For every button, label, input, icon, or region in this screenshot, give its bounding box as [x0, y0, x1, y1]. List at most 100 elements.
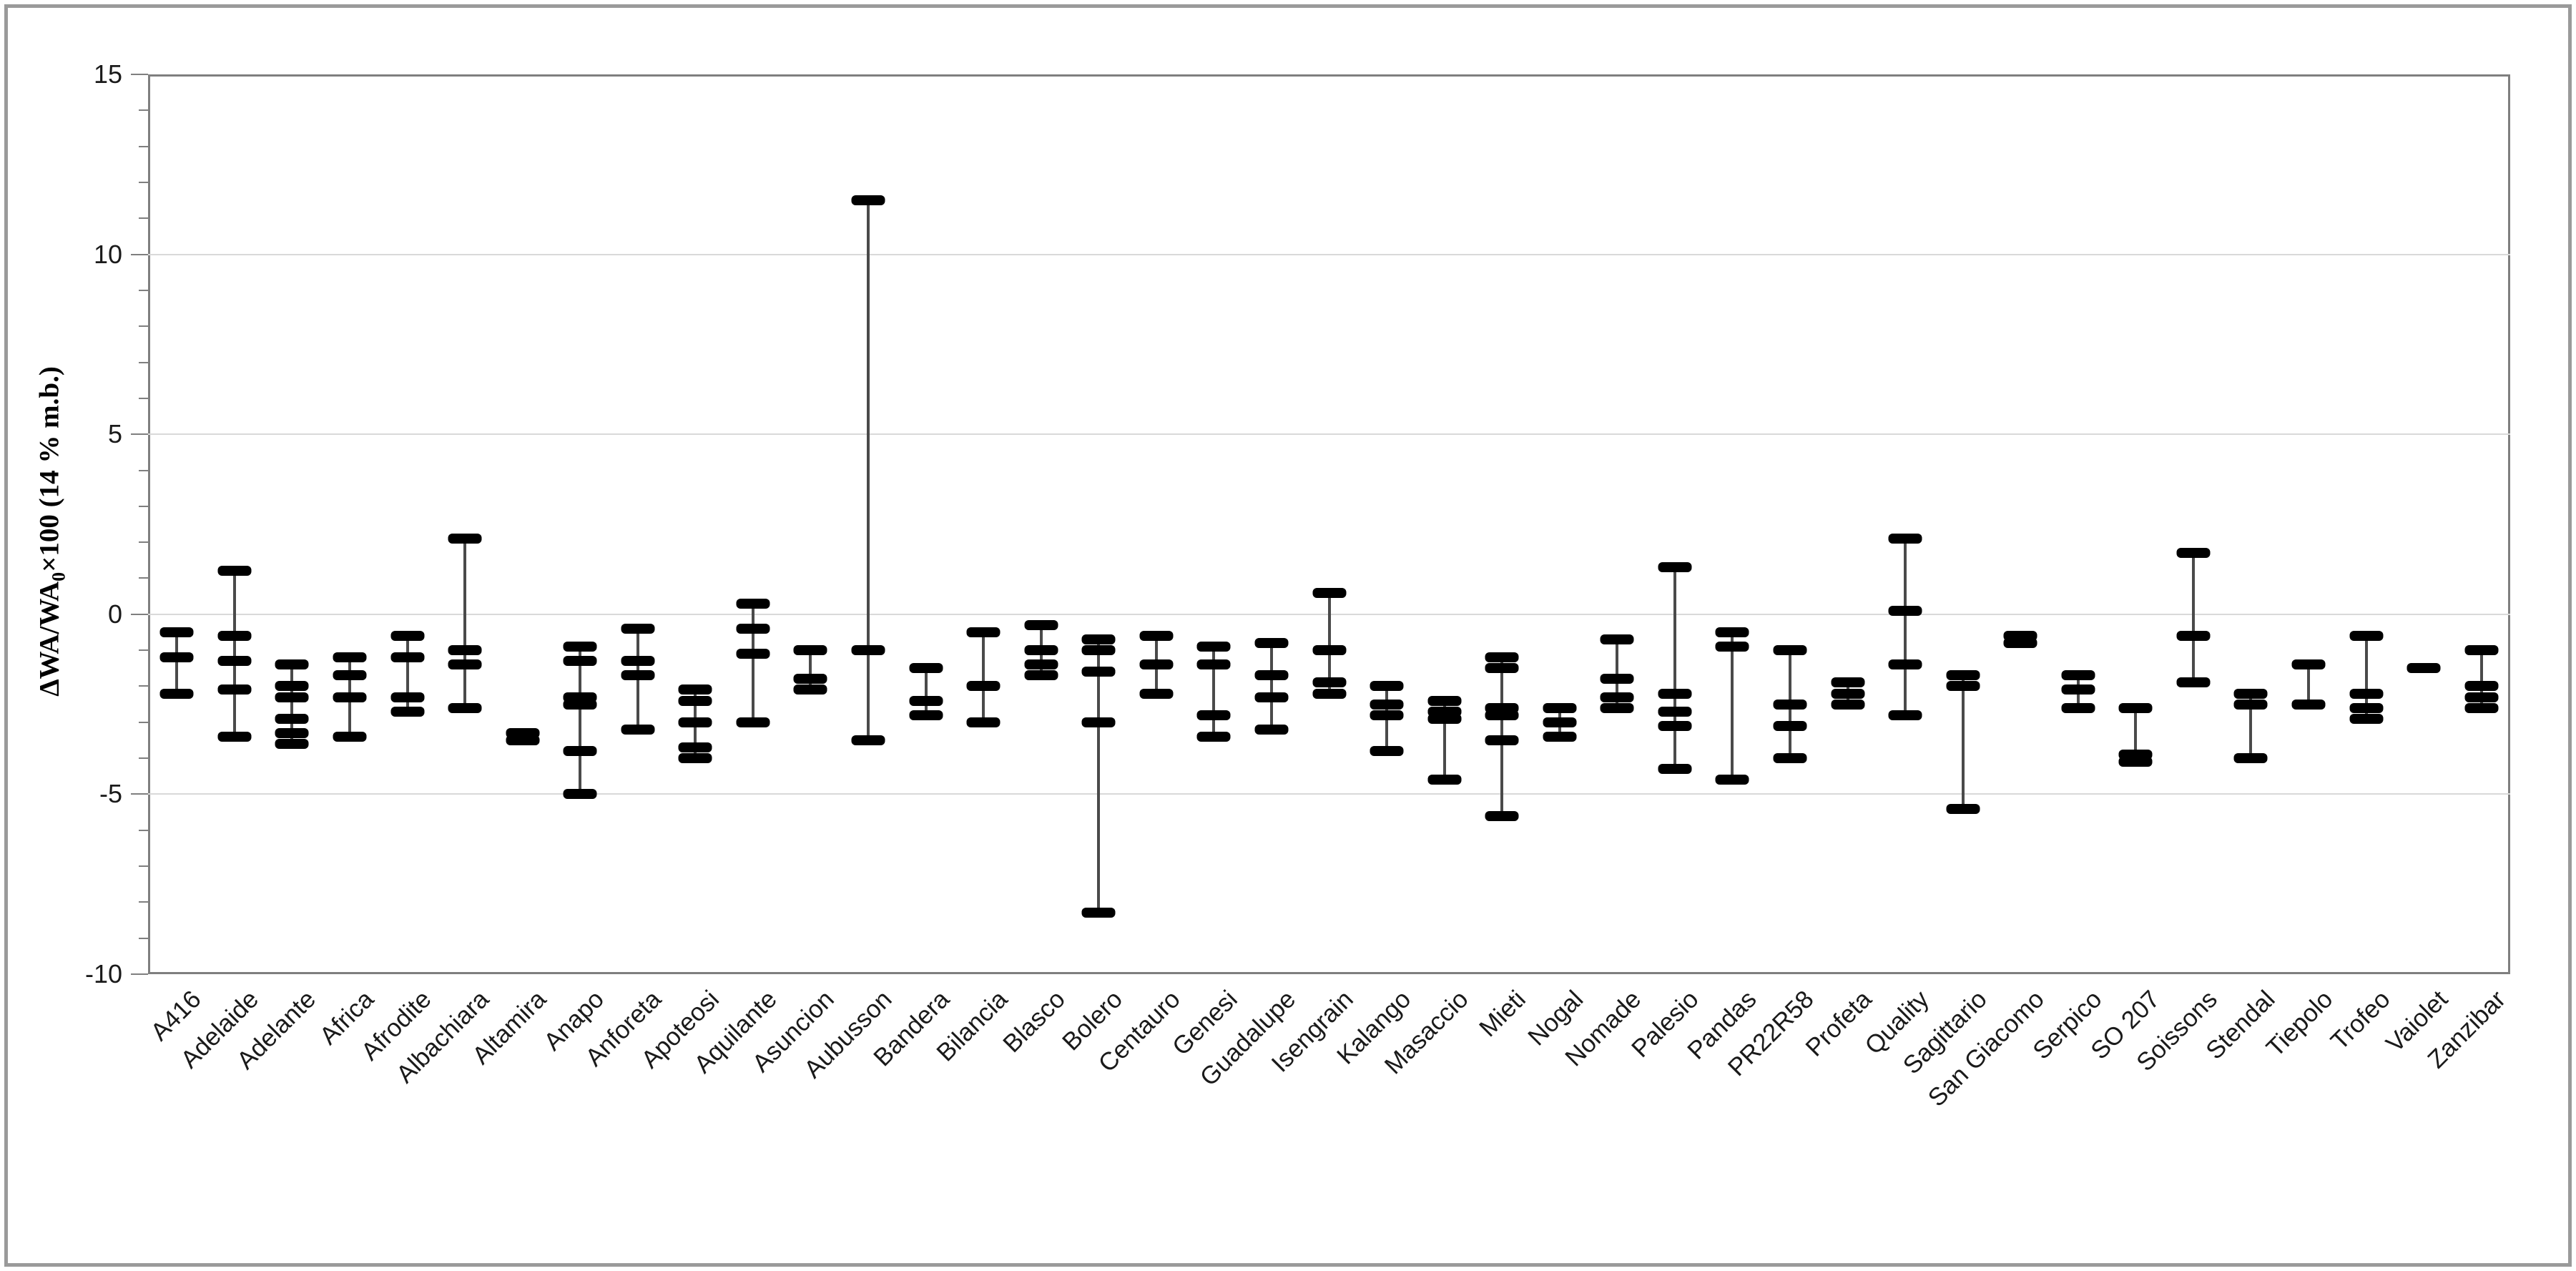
mark-Aubusson-1: [851, 645, 885, 656]
mark-Vaiolet-0: [2407, 663, 2441, 674]
mark-Aquilante-3: [736, 717, 770, 727]
mark-Isengrain-0: [1312, 587, 1346, 598]
mark-Aubusson-0: [851, 195, 885, 206]
mark-Nomade-1: [1600, 674, 1634, 684]
mark-Profeta-0: [1831, 677, 1865, 688]
y-minor-tick-1: [139, 577, 148, 579]
mark-Anapo-3: [563, 699, 597, 710]
mark-Asuncion-2: [793, 684, 827, 695]
mark-Bolero-0: [1081, 634, 1116, 645]
mark-Albachiara-2: [448, 659, 482, 670]
mark-Aquilante-0: [736, 598, 770, 609]
range-line-Trofeo: [2364, 635, 2368, 719]
mark-PR22R58-2: [1773, 720, 1807, 731]
mark-Blasco-2: [1024, 659, 1058, 670]
mark-Nogal-0: [1543, 702, 1577, 713]
mark-Africa-3: [333, 731, 367, 742]
mark-Pandas-1: [1715, 642, 1749, 652]
mark-Kalango-3: [1370, 746, 1404, 757]
mark-Bandera-1: [909, 695, 943, 706]
mark-Nogal-2: [1543, 731, 1577, 742]
mark-Bandera-2: [909, 710, 943, 720]
range-line-Albachiara: [463, 539, 467, 708]
mark-Isengrain-2: [1312, 677, 1346, 688]
mark-Soissons-2: [2176, 677, 2211, 688]
mark-Nomade-3: [1600, 702, 1634, 713]
mark-Kalango-1: [1370, 699, 1404, 710]
mark-Mieti-0: [1485, 652, 1519, 663]
mark-Nogal-1: [1543, 717, 1577, 727]
y-minor-tick--3: [139, 721, 148, 723]
mark-Quality-1: [1888, 605, 1922, 616]
gridline-y-10: [148, 253, 2510, 255]
range-line-Adelante: [290, 664, 294, 744]
y-major-tick-10: [131, 253, 148, 255]
range-line-Tiepolo: [2307, 664, 2311, 705]
range-line-Adelaide: [232, 571, 236, 737]
mark-Masaccio-3: [1427, 775, 1462, 785]
mark-SO 207-2: [2118, 757, 2153, 767]
mark-Trofeo-2: [2349, 702, 2384, 713]
mark-Adelante-3: [275, 713, 309, 724]
mark-Soissons-0: [2176, 548, 2211, 559]
y-minor-tick-11: [139, 217, 148, 220]
mark-Aquilante-1: [736, 623, 770, 634]
mark-Stendal-0: [2233, 688, 2268, 699]
range-line-Masaccio: [1442, 700, 1446, 780]
mark-Bilancia-1: [966, 681, 1001, 692]
y-major-tick--10: [131, 973, 148, 975]
mark-Adelaide-0: [217, 566, 252, 576]
mark-Albachiara-0: [448, 534, 482, 544]
range-line-Aquilante: [751, 603, 754, 722]
mark-Sagittario-0: [1946, 670, 1980, 681]
y-tick-label--10: -10: [84, 959, 122, 988]
mark-Masaccio-2: [1427, 713, 1462, 724]
mark-Africa-0: [333, 652, 367, 663]
y-minor-tick-13: [139, 145, 148, 147]
mark-Tiepolo-0: [2291, 659, 2326, 670]
mark-Isengrain-1: [1312, 645, 1346, 656]
y-minor-tick--1: [139, 649, 148, 652]
mark-Albachiara-3: [448, 702, 482, 713]
mark-Adelaide-3: [217, 684, 252, 695]
y-minor-tick-6: [139, 397, 148, 399]
mark-Guadalupe-1: [1254, 670, 1289, 681]
mark-Bilancia-0: [966, 627, 1001, 637]
y-major-tick-5: [131, 433, 148, 436]
mark-Kalango-2: [1370, 710, 1404, 720]
mark-Palesio-2: [1658, 706, 1692, 717]
range-line-Anapo: [579, 647, 582, 795]
y-major-tick-15: [131, 74, 148, 75]
mark-Centauro-1: [1139, 659, 1174, 670]
mark-San Giacomo-1: [2003, 638, 2037, 649]
range-line-Isengrain: [1327, 592, 1331, 694]
y-tick-label-15: 15: [93, 59, 122, 89]
y-minor-tick-8: [139, 325, 148, 328]
mark-Adelaide-4: [217, 731, 252, 742]
mark-Zanzibar-3: [2464, 702, 2499, 713]
mark-Guadalupe-2: [1254, 692, 1289, 702]
y-minor-tick-2: [139, 541, 148, 544]
mark-Trofeo-1: [2349, 688, 2384, 699]
y-minor-tick-4: [139, 469, 148, 471]
mark-Africa-1: [333, 670, 367, 681]
mark-Adelante-4: [275, 727, 309, 738]
mark-Anforeta-2: [621, 670, 655, 681]
y-axis-title: ΔWA/WA0×100 (14 % m.b.): [34, 366, 70, 697]
mark-Adelante-0: [275, 659, 309, 670]
y-minor-tick-14: [139, 109, 148, 112]
mark-Adelaide-2: [217, 656, 252, 667]
y-minor-tick--2: [139, 685, 148, 687]
y-tick-label-0: 0: [107, 599, 122, 629]
mark-Stendal-2: [2233, 753, 2268, 764]
range-line-Afrodite: [405, 635, 409, 712]
range-line-Sagittario: [1961, 675, 1965, 809]
range-line-Palesio: [1673, 567, 1676, 770]
y-axis-title-subscript: 0: [48, 571, 69, 581]
y-major-tick--5: [131, 793, 148, 795]
mark-Serpico-2: [2061, 702, 2095, 713]
mark-Quality-2: [1888, 659, 1922, 670]
y-minor-tick-3: [139, 505, 148, 507]
y-minor-tick--4: [139, 757, 148, 760]
mark-Afrodite-3: [390, 706, 425, 717]
